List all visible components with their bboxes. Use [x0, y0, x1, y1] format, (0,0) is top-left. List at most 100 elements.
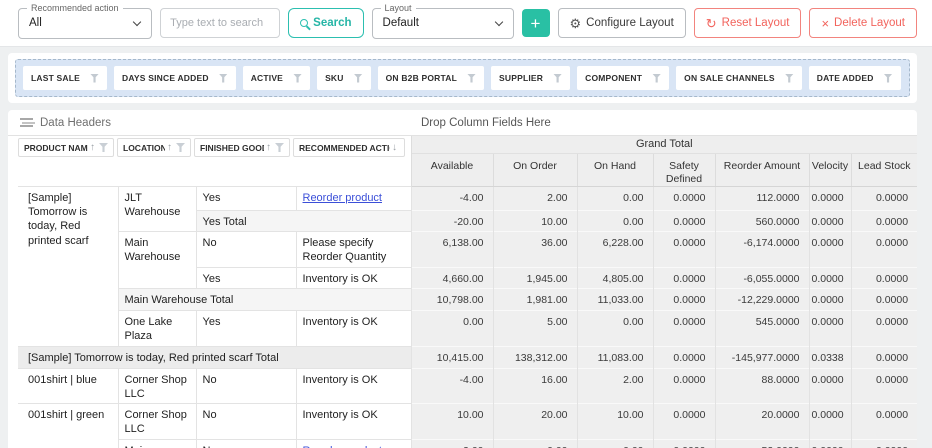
- filter-field-component[interactable]: COMPONENT: [577, 66, 670, 90]
- value-cell: 0.0000: [653, 345, 716, 369]
- filter-field-sku[interactable]: SKU: [317, 66, 371, 90]
- filter-icon[interactable]: [353, 73, 363, 83]
- table-row: Main Warehouse No Please specify Reorder…: [18, 231, 917, 289]
- value-cell: 6,228.00: [577, 231, 654, 268]
- product-cell: [Sample] Tomorrow is today, Red printed …: [18, 185, 119, 347]
- filter-field-last-sale[interactable]: LAST SALE: [23, 66, 108, 90]
- value-column-reorder-amount[interactable]: Reorder Amount: [715, 153, 810, 187]
- filter-icon[interactable]: [652, 73, 662, 83]
- column-header-finished-good[interactable]: FINISHED GOOD ↑: [194, 138, 290, 157]
- value-cell: 36.00: [493, 231, 578, 268]
- value-cell: 560.0000: [715, 209, 810, 232]
- value-cell: 0.0000: [809, 266, 852, 289]
- value-cell: 4,660.00: [411, 266, 494, 289]
- column-header-product-name[interactable]: PRODUCT NAME ↑: [18, 138, 114, 157]
- value-cell: 0.00: [493, 438, 578, 448]
- location-cell: Main Warehouse: [118, 438, 197, 448]
- action-cell: Inventory is OK: [296, 266, 412, 289]
- layout-select[interactable]: Layout Default: [371, 2, 514, 39]
- value-cell: 20.00: [493, 403, 578, 440]
- configure-layout-button[interactable]: ⚙ Configure Layout: [557, 8, 686, 38]
- filter-icon[interactable]: [99, 143, 108, 152]
- value-cell: 0.0000: [809, 403, 852, 440]
- chevron-down-icon: [494, 17, 503, 26]
- value-cell: 0.0000: [809, 287, 852, 311]
- filter-field-on-sale-channels[interactable]: ON SALE CHANNELS: [676, 66, 802, 90]
- value-cell: 11,033.00: [577, 287, 654, 311]
- filter-field-on-b2b-portal[interactable]: ON B2B PORTAL: [377, 66, 484, 90]
- add-layout-button[interactable]: +: [521, 9, 550, 37]
- value-column-on-order[interactable]: On Order: [493, 153, 578, 187]
- value-column-velocity[interactable]: Velocity: [809, 153, 852, 187]
- pivot-table-panel: Data Headers Drop Column Fields Here PRO…: [8, 110, 917, 448]
- filter-icon[interactable]: [176, 143, 185, 152]
- product-cell: 001shirt | blue: [18, 367, 119, 404]
- column-header-location[interactable]: LOCATION ↑: [117, 138, 191, 157]
- finished-good-cell: No: [196, 403, 297, 440]
- reorder-product-link[interactable]: Reorder product: [303, 445, 383, 448]
- value-cell: 0.0000: [653, 209, 716, 232]
- value-cell: 0.0000: [653, 287, 716, 311]
- value-cell: 1,945.00: [493, 266, 578, 289]
- pivot-table: PRODUCT NAME ↑ LOCATION ↑ FINISHED GOOD …: [18, 136, 917, 448]
- filter-fields-strip: LAST SALE DAYS SINCE ADDED ACTIVE SKU ON…: [15, 59, 910, 97]
- filter-icon[interactable]: [784, 73, 794, 83]
- value-cell: 0.0000: [809, 231, 852, 268]
- filter-icon[interactable]: [90, 73, 100, 83]
- value-cell: 0.0000: [653, 403, 716, 440]
- recommended-action-select[interactable]: Recommended action All: [18, 2, 153, 39]
- filter-field-days-since-added[interactable]: DAYS SINCE ADDED: [114, 66, 236, 90]
- value-cell: 0.00: [577, 185, 654, 211]
- filter-icon[interactable]: [218, 73, 228, 83]
- location-cell: Corner Shop LLC: [118, 403, 197, 440]
- column-header-recommended-action[interactable]: RECOMMENDED ACTION ↓: [293, 138, 405, 157]
- filter-field-active[interactable]: ACTIVE: [242, 66, 311, 90]
- reset-layout-label: Reset Layout: [721, 17, 790, 29]
- value-column-safety-defined[interactable]: Safety Defined: [653, 153, 716, 187]
- filter-icon[interactable]: [883, 73, 893, 83]
- value-cell: 545.0000: [715, 309, 810, 347]
- value-cell: 0.0000: [653, 438, 716, 448]
- sort-asc-icon[interactable]: ↑: [90, 142, 95, 153]
- value-cell: 1,981.00: [493, 287, 578, 311]
- filter-icon[interactable]: [275, 143, 284, 152]
- filter-field-supplier[interactable]: SUPPLIER: [491, 66, 571, 90]
- sort-desc-icon[interactable]: ↓: [392, 142, 397, 153]
- pivot-header-bar: Data Headers Drop Column Fields Here: [8, 110, 917, 136]
- value-cell: 0.0000: [851, 309, 917, 347]
- value-cell: 2.00: [577, 367, 654, 404]
- value-column-available[interactable]: Available: [411, 153, 494, 187]
- search-button[interactable]: Search: [288, 8, 364, 38]
- filter-icon[interactable]: [553, 73, 563, 83]
- table-row: 001shirt | green Corner Shop LLC No Inve…: [18, 403, 917, 448]
- value-column-lead-stock[interactable]: Lead Stock: [851, 153, 917, 187]
- filter-icon[interactable]: [293, 73, 303, 83]
- sort-asc-icon[interactable]: ↑: [167, 142, 172, 153]
- finished-good-cell: Yes: [196, 309, 297, 347]
- value-cell: 0.0000: [851, 231, 917, 268]
- search-input[interactable]: [160, 8, 281, 38]
- value-cell: 0.0000: [809, 438, 852, 448]
- configure-layout-label: Configure Layout: [586, 17, 674, 29]
- reorder-product-link[interactable]: Reorder product: [302, 191, 383, 204]
- value-cell: 88.0000: [715, 367, 810, 404]
- value-column-on-hand[interactable]: On Hand: [577, 153, 654, 187]
- product-total-row: [Sample] Tomorrow is today, Red printed …: [18, 345, 917, 369]
- plus-icon: +: [530, 13, 541, 33]
- value-cell: -6,174.0000: [715, 231, 810, 268]
- delete-layout-button[interactable]: × Delete Layout: [809, 8, 917, 38]
- finished-good-cell: No: [196, 438, 297, 448]
- sort-asc-icon[interactable]: ↑: [266, 142, 271, 153]
- row-headers-cell: PRODUCT NAME ↑ LOCATION ↑ FINISHED GOOD …: [18, 136, 412, 187]
- value-cell: 0.0000: [809, 209, 852, 232]
- value-cell: -4.00: [411, 367, 494, 404]
- data-headers-zone[interactable]: Data Headers: [8, 117, 411, 129]
- value-cell: 0.0000: [851, 438, 917, 448]
- value-cell: 5.00: [493, 309, 578, 347]
- subtotal-row: Yes Total -20.00 10.00 0.00 0.0000 560.0…: [18, 209, 917, 232]
- drop-column-zone[interactable]: Drop Column Fields Here: [411, 117, 917, 129]
- action-cell: Inventory is OK: [296, 309, 412, 347]
- reset-layout-button[interactable]: ↻ Reset Layout: [693, 8, 802, 38]
- filter-field-date-added[interactable]: DATE ADDED: [808, 66, 901, 90]
- filter-icon[interactable]: [467, 73, 476, 83]
